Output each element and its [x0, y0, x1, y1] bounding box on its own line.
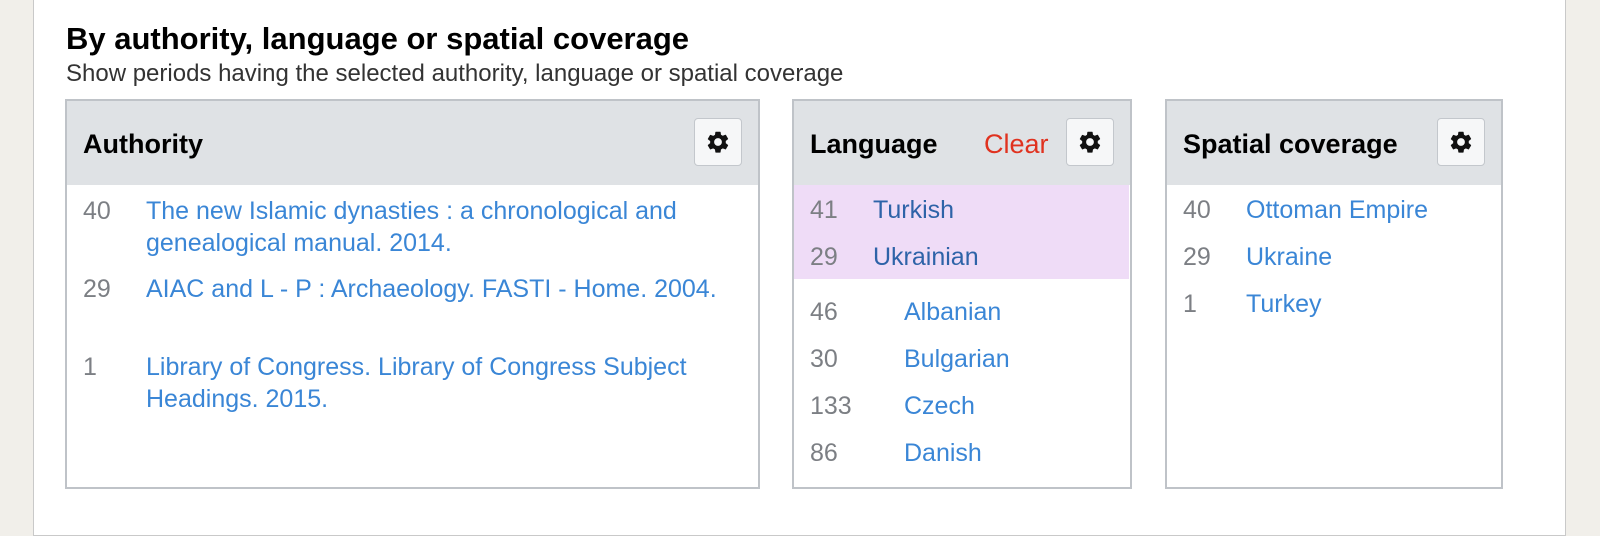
item-count: 30 — [810, 345, 838, 373]
authority-panel: Authority 40 The new Islamic dynasties :… — [65, 99, 760, 489]
spatial-link[interactable]: Ukraine — [1246, 243, 1333, 271]
language-settings-button[interactable] — [1066, 118, 1114, 166]
item-count: 29 — [810, 243, 838, 271]
selected-language-link[interactable]: Turkish — [873, 196, 955, 224]
spatial-link[interactable]: Turkey — [1246, 290, 1322, 318]
selected-language-link[interactable]: Ukrainian — [873, 243, 979, 271]
language-list[interactable]: 46 Albanian 30 Bulgarian 133 Czech 86 Da… — [794, 281, 1130, 487]
item-count: 86 — [810, 439, 838, 467]
section-heading: By authority, language or spatial covera… — [66, 21, 690, 56]
spatial-link[interactable]: Ottoman Empire — [1246, 196, 1429, 224]
item-count: 41 — [810, 196, 838, 224]
authority-header: Authority — [67, 101, 758, 185]
language-link[interactable]: Czech — [904, 392, 975, 420]
language-title: Language — [810, 129, 938, 159]
language-link[interactable]: Danish — [904, 439, 982, 467]
authority-link[interactable]: AIAC and L - P : Archaeology. FASTI - Ho… — [146, 275, 717, 303]
item-count: 133 — [810, 392, 852, 420]
gear-icon — [1079, 131, 1101, 153]
item-count: 1 — [1183, 290, 1197, 318]
item-count: 40 — [1183, 196, 1211, 224]
item-count: 29 — [1183, 243, 1211, 271]
item-count: 1 — [83, 353, 97, 381]
authority-title: Authority — [83, 129, 203, 159]
spatial-settings-button[interactable] — [1437, 118, 1485, 166]
gear-icon — [707, 131, 729, 153]
spatial-panel: Spatial coverage 40 Ottoman Empire 29 Uk… — [1165, 99, 1503, 489]
authority-link[interactable]: The new Islamic dynasties : a chronologi… — [146, 197, 677, 257]
language-link[interactable]: Albanian — [904, 298, 1002, 326]
language-header: Language Clear — [794, 101, 1130, 185]
section-subheading: Show periods having the selected authori… — [66, 60, 844, 87]
spatial-header: Spatial coverage — [1167, 101, 1501, 185]
authority-settings-button[interactable] — [694, 118, 742, 166]
item-count: 29 — [83, 275, 111, 303]
language-link[interactable]: Bulgarian — [904, 345, 1010, 373]
selected-languages — [794, 185, 1129, 279]
authority-link[interactable]: Library of Congress. Library of Congress… — [146, 353, 687, 413]
item-count: 46 — [810, 298, 838, 326]
gear-icon — [1450, 131, 1472, 153]
clear-button[interactable]: Clear — [984, 129, 1049, 159]
language-panel: Language Clear 41 Turkish 29 Ukrainian 4… — [792, 99, 1132, 489]
spatial-title: Spatial coverage — [1183, 129, 1398, 159]
item-count: 40 — [83, 197, 111, 225]
